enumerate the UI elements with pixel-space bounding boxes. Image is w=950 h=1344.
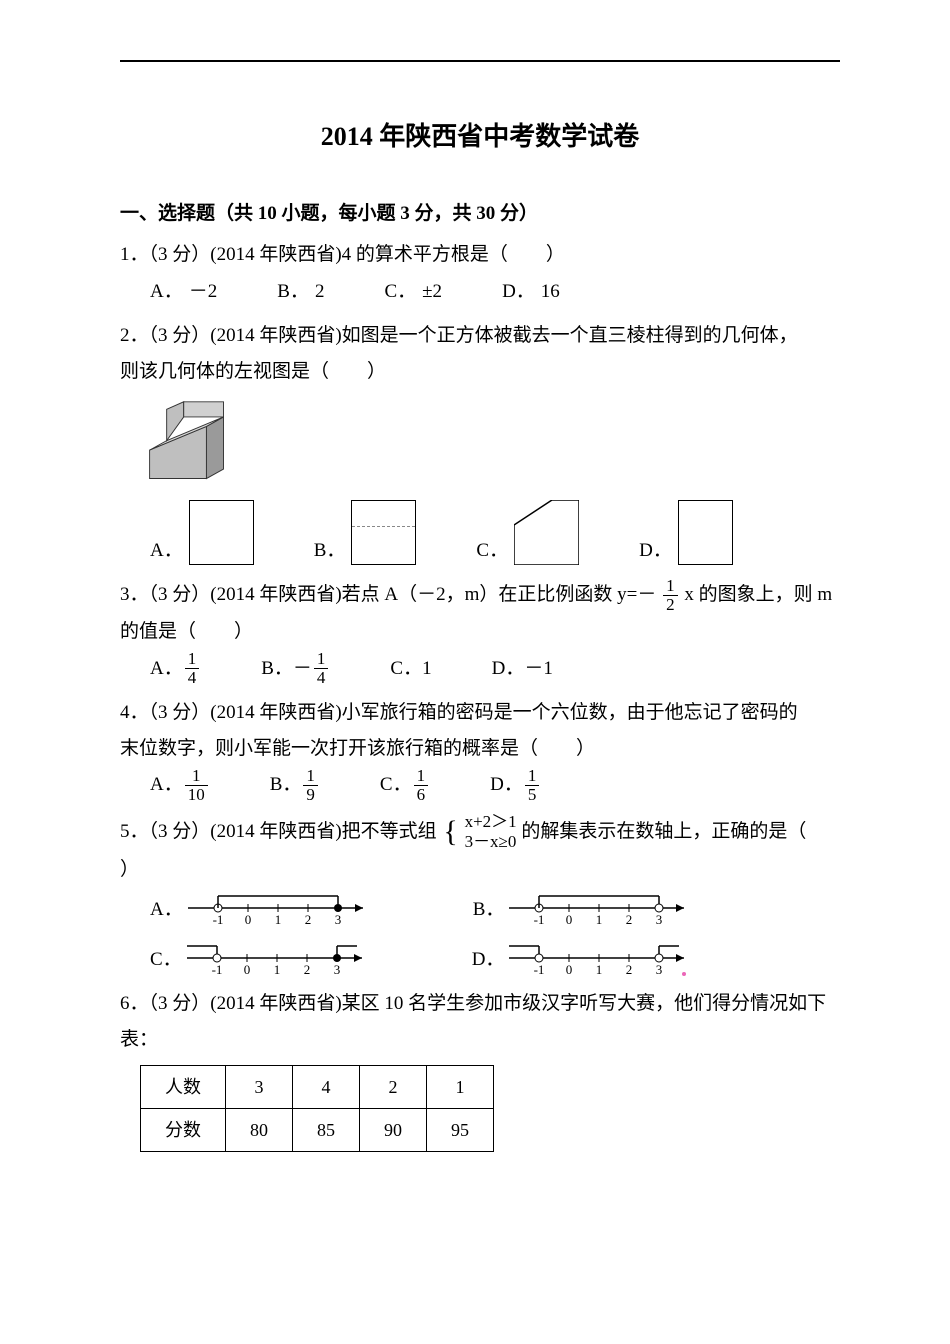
svg-text:2: 2 xyxy=(304,912,311,927)
table-cell: 85 xyxy=(293,1108,360,1151)
q5-stem: 5．（3 分）(2014 年陕西省)把不等式组 { x+2＞1 3－x≥0 的解… xyxy=(120,812,840,853)
svg-text:0: 0 xyxy=(244,912,251,927)
left-view-c xyxy=(514,500,579,565)
table-cell: 1 xyxy=(427,1065,494,1108)
q2-option-a: A． xyxy=(150,500,254,569)
svg-text:3: 3 xyxy=(656,962,663,977)
question-3: 3．（3 分）(2014 年陕西省)若点 A（－2，m）在正比例函数 y=－ 1… xyxy=(120,577,840,687)
q1-option-c: C．±2 xyxy=(384,274,442,310)
table-cell: 人数 xyxy=(141,1065,226,1108)
q2-stem-a: 2．（3 分）(2014 年陕西省)如图是一个正方体被截去一个直三棱柱得到的几何… xyxy=(120,318,840,354)
q5-option-c: C． -1 0 1 2 3 xyxy=(150,938,372,978)
question-5: 5．（3 分）(2014 年陕西省)把不等式组 { x+2＞1 3－x≥0 的解… xyxy=(120,812,840,979)
table-cell: 4 xyxy=(293,1065,360,1108)
q2-option-b: B． xyxy=(314,500,417,569)
q1-option-a: A．－2 xyxy=(150,274,217,310)
table-cell: 3 xyxy=(226,1065,293,1108)
q2-options: A． B． C． D． xyxy=(150,500,840,569)
q5-option-a: A． -1 0 1 2 3 xyxy=(150,888,373,928)
table-cell: 95 xyxy=(427,1108,494,1151)
svg-text:-1: -1 xyxy=(534,912,545,927)
numline-b: -1 0 1 2 3 xyxy=(504,888,694,928)
q4-option-c: C．16 xyxy=(380,767,430,804)
question-6: 6．（3 分）(2014 年陕西省)某区 10 名学生参加市级汉字听写大赛，他们… xyxy=(120,986,840,1152)
svg-text:1: 1 xyxy=(596,912,603,927)
q4-option-b: B．19 xyxy=(270,767,320,804)
q3-stem: 3．（3 分）(2014 年陕西省)若点 A（－2，m）在正比例函数 y=－ 1… xyxy=(120,577,840,614)
q2-option-c: C． xyxy=(476,500,579,569)
svg-text:1: 1 xyxy=(596,962,603,977)
svg-text:2: 2 xyxy=(303,962,310,977)
question-4: 4．（3 分）(2014 年陕西省)小军旅行箱的密码是一个六位数，由于他忘记了密… xyxy=(120,695,840,804)
q3-stem-c: 的值是（ ） xyxy=(120,614,840,650)
question-1: 1．（3 分）(2014 年陕西省)4 的算术平方根是（ ） A．－2 B．2 … xyxy=(120,237,840,309)
svg-text:-1: -1 xyxy=(534,962,545,977)
inequality-system: x+2＞1 3－x≥0 xyxy=(465,812,517,853)
svg-text:3: 3 xyxy=(656,912,663,927)
svg-text:2: 2 xyxy=(626,912,633,927)
table-cell: 2 xyxy=(360,1065,427,1108)
numline-c: -1 0 1 2 3 xyxy=(182,938,372,978)
left-view-b xyxy=(351,500,416,565)
solid-geometry-figure xyxy=(140,398,235,488)
q3-option-b: B．－ 14 xyxy=(261,650,330,687)
q5-options: A． -1 0 1 2 3 B． xyxy=(150,888,840,978)
q3-options: A． 14 B．－ 14 C．1 D．－1 xyxy=(150,650,840,687)
q4-stem-b: 末位数字，则小军能一次打开该旅行箱的概率是（ ） xyxy=(120,731,840,767)
table-cell: 90 xyxy=(360,1108,427,1151)
q4-stem-a: 4．（3 分）(2014 年陕西省)小军旅行箱的密码是一个六位数，由于他忘记了密… xyxy=(120,695,840,731)
svg-text:-1: -1 xyxy=(211,962,222,977)
q2-option-d: D． xyxy=(639,500,733,569)
q5-stem-c: ） xyxy=(120,852,840,888)
svg-text:0: 0 xyxy=(566,962,573,977)
q3-option-d: D．－1 xyxy=(492,650,553,687)
svg-text:0: 0 xyxy=(243,962,250,977)
score-table: 人数 3 4 2 1 分数 80 85 90 95 xyxy=(140,1065,494,1152)
svg-text:0: 0 xyxy=(566,912,573,927)
question-2: 2．（3 分）(2014 年陕西省)如图是一个正方体被截去一个直三棱柱得到的几何… xyxy=(120,318,840,569)
left-view-a xyxy=(189,500,254,565)
svg-text:1: 1 xyxy=(274,912,281,927)
q1-stem: 1．（3 分）(2014 年陕西省)4 的算术平方根是（ ） xyxy=(120,237,840,273)
svg-text:2: 2 xyxy=(626,962,633,977)
q1-options: A．－2 B．2 C．±2 D．16 xyxy=(150,274,840,310)
q5-option-d: D． -1 0 1 2 3 xyxy=(472,938,695,978)
table-row: 分数 80 85 90 95 xyxy=(141,1108,494,1151)
table-cell: 80 xyxy=(226,1108,293,1151)
q5-option-b: B． -1 0 1 2 3 xyxy=(473,888,695,928)
left-brace-icon: { xyxy=(443,817,457,847)
table-row: 人数 3 4 2 1 xyxy=(141,1065,494,1108)
svg-text:3: 3 xyxy=(333,962,340,977)
svg-text:1: 1 xyxy=(273,962,280,977)
q2-stem-b: 则该几何体的左视图是（ ） xyxy=(120,354,840,390)
numline-d: -1 0 1 2 3 xyxy=(504,938,694,978)
svg-text:3: 3 xyxy=(334,912,341,927)
top-rule xyxy=(120,60,840,62)
table-cell: 分数 xyxy=(141,1108,226,1151)
q1-option-b: B．2 xyxy=(277,274,324,310)
svg-text:-1: -1 xyxy=(212,912,223,927)
q3-option-a: A． 14 xyxy=(150,650,201,687)
section-heading: 一、选择题（共 10 小题，每小题 3 分，共 30 分） xyxy=(120,196,840,232)
q1-option-d: D．16 xyxy=(502,274,560,310)
fraction-half: 12 xyxy=(663,577,678,614)
q6-stem: 6．（3 分）(2014 年陕西省)某区 10 名学生参加市级汉字听写大赛，他们… xyxy=(120,986,840,1058)
q4-options: A．110 B．19 C．16 D．15 xyxy=(150,767,840,804)
left-view-d xyxy=(678,500,733,565)
q4-option-d: D．15 xyxy=(490,767,541,804)
q3-option-c: C．1 xyxy=(390,650,431,687)
page-title: 2014 年陕西省中考数学试卷 xyxy=(120,112,840,161)
q4-option-a: A．110 xyxy=(150,767,210,804)
numline-a: -1 0 1 2 3 xyxy=(183,888,373,928)
